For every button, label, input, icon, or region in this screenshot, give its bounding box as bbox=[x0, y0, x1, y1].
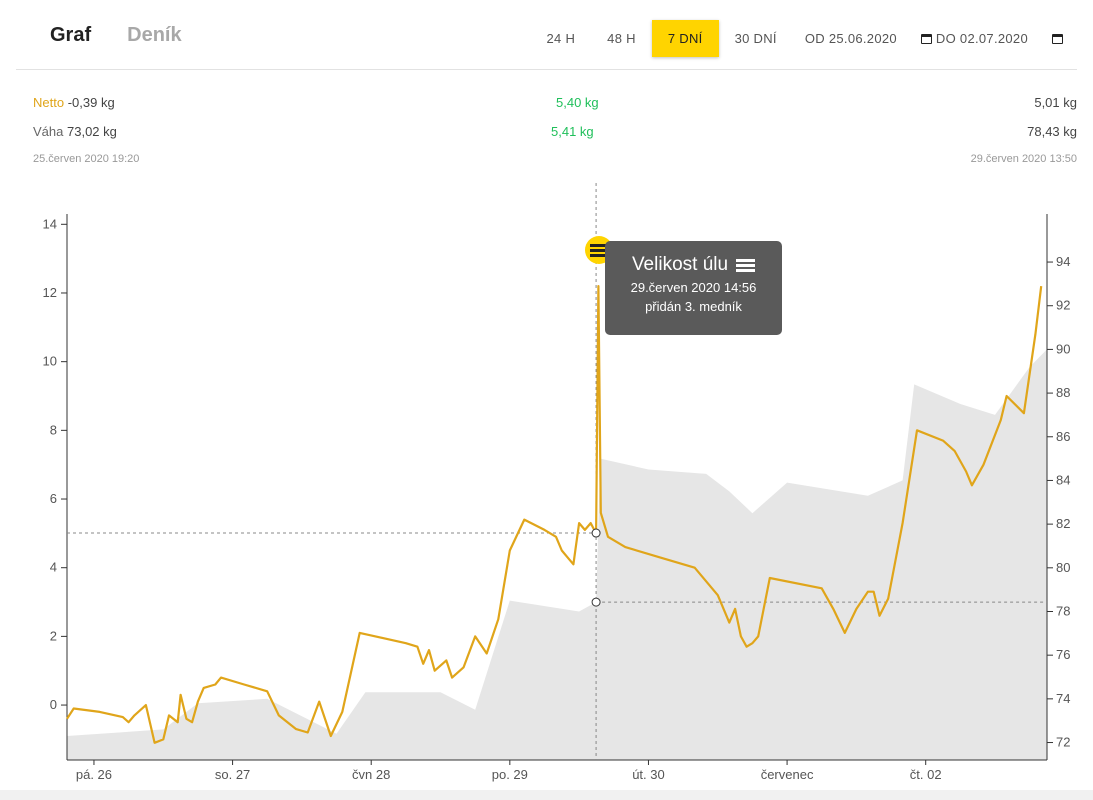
y-right-tick-label: 76 bbox=[1056, 647, 1070, 662]
tab-denik[interactable]: Deník bbox=[127, 24, 182, 46]
calendar-button[interactable] bbox=[1040, 23, 1075, 55]
x-tick-label: út. 30 bbox=[632, 767, 665, 782]
x-tick-label: pá. 26 bbox=[76, 767, 112, 782]
y-right-tick-label: 80 bbox=[1056, 560, 1070, 575]
y-left-tick-label: 2 bbox=[50, 628, 57, 643]
vaha-area bbox=[67, 349, 1047, 760]
y-left-tick-label: 4 bbox=[50, 560, 57, 575]
netto-end-value: 5,01 kg bbox=[1034, 95, 1077, 110]
calendar-icon bbox=[920, 33, 932, 44]
vaha-start-value: 73,02 kg bbox=[67, 124, 117, 139]
bottom-bar bbox=[0, 790, 1093, 800]
y-right-tick-label: 88 bbox=[1056, 385, 1070, 400]
start-timestamp: 25.červen 2020 19:20 bbox=[33, 153, 140, 165]
date-from-button[interactable]: OD 25.06.2020 bbox=[793, 20, 909, 57]
netto-mid-value: 5,40 kg bbox=[556, 95, 599, 110]
x-tick-label: so. 27 bbox=[215, 767, 250, 782]
netto-label: Netto bbox=[33, 95, 65, 110]
range-24h-button[interactable]: 24 H bbox=[546, 31, 576, 46]
x-tick-label: čt. 02 bbox=[910, 767, 942, 782]
y-right-tick-label: 84 bbox=[1056, 472, 1070, 487]
y-right-tick-label: 94 bbox=[1056, 254, 1070, 269]
view-tabs: Graf Deník bbox=[50, 24, 182, 47]
hive-icon bbox=[736, 258, 756, 273]
date-from-label: OD 25.06.2020 bbox=[804, 31, 897, 46]
y-left-tick-label: 14 bbox=[43, 216, 57, 231]
x-tick-label: čvn 28 bbox=[352, 767, 390, 782]
netto-line bbox=[66, 285, 1043, 744]
end-timestamp: 29.červen 2020 13:50 bbox=[970, 153, 1077, 165]
y-right-tick-label: 74 bbox=[1056, 691, 1070, 706]
range-30d-button[interactable]: 30 DNÍ bbox=[734, 31, 777, 46]
range-selector: 24 H 48 H 7 DNÍ 30 DNÍ OD 25.06.2020 DO … bbox=[531, 20, 1076, 57]
x-tick-label: červenec bbox=[761, 767, 814, 782]
netto-crosshair-point bbox=[591, 528, 601, 538]
vaha-end-value: 78,43 kg bbox=[1027, 124, 1077, 139]
y-right-tick-label: 78 bbox=[1056, 603, 1070, 618]
tab-graf[interactable]: Graf bbox=[50, 24, 92, 46]
y-left-tick-label: 0 bbox=[50, 697, 57, 712]
vaha-mid-value: 5,41 kg bbox=[551, 124, 594, 139]
y-left-tick-label: 12 bbox=[43, 285, 57, 300]
range-48h-button[interactable]: 48 H bbox=[607, 31, 636, 46]
hive-icon bbox=[589, 243, 609, 258]
vaha-crosshair-point bbox=[591, 597, 601, 607]
y-right-tick-label: 72 bbox=[1056, 735, 1070, 750]
calendar-icon bbox=[1052, 33, 1063, 44]
tooltip-title: Velikost úlu bbox=[605, 254, 782, 276]
x-tick-label: po. 29 bbox=[492, 767, 528, 782]
y-left-tick-label: 8 bbox=[50, 422, 57, 437]
y-left-tick-label: 10 bbox=[43, 354, 57, 369]
vaha-start: Váha 73,02 kg bbox=[33, 124, 117, 139]
y-right-tick-label: 86 bbox=[1056, 429, 1070, 444]
tooltip-title-text: Velikost úlu bbox=[631, 254, 729, 275]
date-to-label: DO 02.07.2020 bbox=[935, 31, 1028, 46]
y-right-tick-label: 92 bbox=[1056, 298, 1070, 313]
vaha-label: Váha bbox=[33, 124, 64, 139]
y-right-tick-label: 82 bbox=[1056, 516, 1070, 531]
date-to-button[interactable]: DO 02.07.2020 bbox=[909, 20, 1040, 57]
netto-start: Netto -0,39 kg bbox=[33, 95, 115, 110]
annotation-tooltip: Velikost úlu 29.červen 2020 14:56 přidán… bbox=[605, 241, 782, 335]
tooltip-text: přidán 3. medník bbox=[645, 299, 742, 314]
tooltip-time: 29.červen 2020 14:56 bbox=[630, 280, 757, 295]
header-divider bbox=[16, 69, 1077, 70]
y-right-tick-label: 90 bbox=[1056, 341, 1070, 356]
range-7d-button[interactable]: 7 DNÍ bbox=[651, 20, 719, 57]
y-left-tick-label: 6 bbox=[50, 491, 57, 506]
netto-start-value: -0,39 kg bbox=[67, 95, 115, 110]
